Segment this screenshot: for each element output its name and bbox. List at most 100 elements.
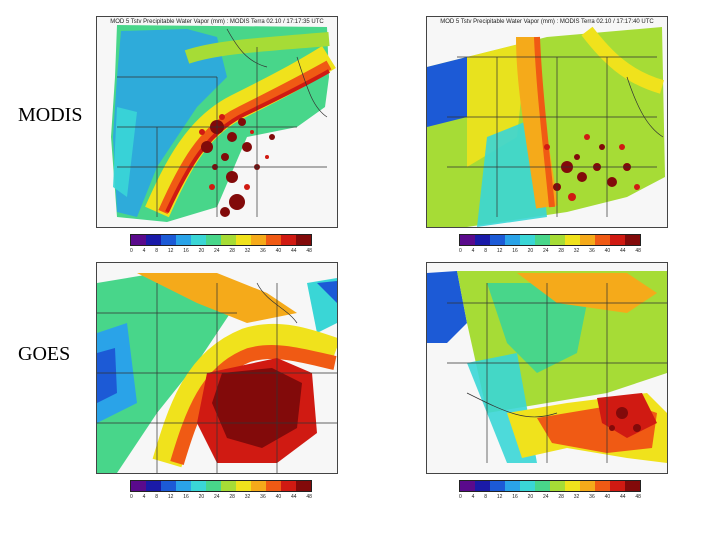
modis-left-map: MOD 5 Tstv Precipitable Water Vapor (mm)… bbox=[96, 16, 338, 228]
colorbar-tick-label: 4 bbox=[471, 248, 475, 254]
goes-left-map bbox=[96, 262, 338, 474]
colorbar-swatches bbox=[130, 234, 312, 246]
colorbar-swatch bbox=[266, 481, 281, 491]
colorbar-tick-label: 16 bbox=[183, 494, 189, 500]
colorbar-tick-label: 8 bbox=[484, 248, 487, 254]
modis-left-title: MOD 5 Tstv Precipitable Water Vapor (mm)… bbox=[110, 19, 324, 25]
colorbar-swatch bbox=[595, 481, 610, 491]
colorbar-tick-label: 8 bbox=[484, 494, 487, 500]
colorbar-swatch bbox=[580, 235, 595, 245]
colorbar-tick-label: 28 bbox=[558, 494, 564, 500]
colorbar-tick-label: 8 bbox=[155, 248, 158, 254]
modis-right-map-graphic bbox=[427, 17, 667, 227]
colorbar-tick-label: 28 bbox=[558, 248, 564, 254]
modis-right-map: MOD 5 Tstv Precipitable Water Vapor (mm)… bbox=[426, 16, 668, 228]
colorbar-tick-label: 4 bbox=[471, 494, 475, 500]
colorbar-swatch bbox=[221, 481, 236, 491]
colorbar-tick-label: 44 bbox=[619, 248, 626, 254]
colorbar-swatch bbox=[595, 235, 610, 245]
modis-right-colorbar: 0 4 8 12 16 20 24 28 32 36 40 44 48 bbox=[459, 234, 641, 254]
goes-right-map-graphic bbox=[427, 263, 667, 473]
colorbar-swatch bbox=[550, 481, 565, 491]
colorbar-tick-label: 0 bbox=[130, 494, 133, 500]
colorbar-tick-label: 32 bbox=[244, 248, 251, 254]
colorbar-tick-label: 32 bbox=[244, 494, 251, 500]
colorbar-swatch bbox=[146, 481, 161, 491]
colorbar-tick-label: 0 bbox=[459, 494, 462, 500]
colorbar-tick-label: 40 bbox=[275, 248, 282, 254]
colorbar-tick-label: 20 bbox=[198, 248, 205, 254]
colorbar-swatch bbox=[206, 481, 221, 491]
colorbar-swatch bbox=[191, 235, 206, 245]
colorbar-swatch bbox=[236, 235, 251, 245]
colorbar-tick-label: 12 bbox=[167, 248, 174, 254]
colorbar-swatch bbox=[131, 235, 146, 245]
colorbar-tick-label: 16 bbox=[512, 494, 518, 500]
colorbar-tick-label: 12 bbox=[496, 494, 503, 500]
colorbar-tick-label: 28 bbox=[229, 248, 235, 254]
colorbar-swatch bbox=[625, 481, 640, 491]
colorbar-swatch bbox=[161, 481, 176, 491]
colorbar-swatch bbox=[520, 235, 535, 245]
colorbar-swatch bbox=[251, 481, 266, 491]
colorbar-tick-label: 12 bbox=[496, 248, 503, 254]
colorbar-swatch bbox=[146, 235, 161, 245]
colorbar-tick-label: 40 bbox=[604, 248, 611, 254]
colorbar-swatch bbox=[296, 481, 311, 491]
colorbar-tick-label: 44 bbox=[290, 248, 297, 254]
colorbar-tick-label: 40 bbox=[604, 494, 611, 500]
colorbar-tick-label: 44 bbox=[290, 494, 297, 500]
colorbar-swatch bbox=[580, 481, 595, 491]
colorbar-tick-label: 48 bbox=[635, 494, 641, 500]
colorbar-tick-label: 36 bbox=[260, 248, 266, 254]
colorbar-swatch bbox=[490, 481, 505, 491]
colorbar-tick-label: 20 bbox=[198, 494, 205, 500]
colorbar-tick-label: 48 bbox=[306, 494, 312, 500]
colorbar-tick-label: 0 bbox=[130, 248, 133, 254]
colorbar-tick-label: 16 bbox=[183, 248, 189, 254]
colorbar-swatches bbox=[459, 234, 641, 246]
colorbar-tick-label: 24 bbox=[214, 248, 220, 254]
colorbar-swatch bbox=[281, 235, 296, 245]
colorbar-swatch bbox=[460, 481, 475, 491]
colorbar-tick-label: 20 bbox=[527, 248, 534, 254]
colorbar-swatch bbox=[550, 235, 565, 245]
colorbar-tick-label: 4 bbox=[142, 248, 146, 254]
colorbar-tick-label: 48 bbox=[306, 248, 312, 254]
modis-left-colorbar: 0 4 8 12 16 20 24 28 32 36 40 44 48 bbox=[130, 234, 312, 254]
goes-left-colorbar: 0 4 8 12 16 20 24 28 32 36 40 44 48 bbox=[130, 480, 312, 500]
colorbar-swatch bbox=[475, 235, 490, 245]
colorbar-tick-label: 24 bbox=[214, 494, 220, 500]
colorbar-ticks: 0 4 8 12 16 20 24 28 32 36 40 44 48 bbox=[459, 248, 641, 254]
colorbar-swatch bbox=[206, 235, 221, 245]
colorbar-swatch bbox=[535, 235, 550, 245]
colorbar-tick-label: 48 bbox=[635, 248, 641, 254]
colorbar-swatch bbox=[610, 235, 625, 245]
goes-left-map-graphic bbox=[97, 263, 337, 473]
colorbar-tick-label: 36 bbox=[589, 494, 595, 500]
modis-right-title: MOD 5 Tstv Precipitable Water Vapor (mm)… bbox=[440, 19, 654, 25]
colorbar-tick-label: 36 bbox=[589, 248, 595, 254]
colorbar-swatch bbox=[131, 481, 146, 491]
colorbar-tick-label: 4 bbox=[142, 494, 146, 500]
colorbar-swatches bbox=[459, 480, 641, 492]
colorbar-swatch bbox=[176, 481, 191, 491]
colorbar-tick-label: 28 bbox=[229, 494, 235, 500]
colorbar-swatch bbox=[625, 235, 640, 245]
goes-row-label: GOES bbox=[18, 343, 71, 365]
modis-left-map-graphic bbox=[97, 17, 337, 227]
colorbar-swatch bbox=[505, 235, 520, 245]
colorbar-tick-label: 16 bbox=[512, 248, 518, 254]
colorbar-tick-label: 44 bbox=[619, 494, 626, 500]
colorbar-tick-label: 24 bbox=[543, 494, 549, 500]
colorbar-swatch bbox=[281, 481, 296, 491]
colorbar-tick-label: 20 bbox=[527, 494, 534, 500]
colorbar-tick-label: 40 bbox=[275, 494, 282, 500]
colorbar-swatch bbox=[191, 481, 206, 491]
colorbar-tick-label: 36 bbox=[260, 494, 266, 500]
colorbar-swatch bbox=[221, 235, 236, 245]
colorbar-swatch bbox=[161, 235, 176, 245]
colorbar-swatches bbox=[130, 480, 312, 492]
colorbar-tick-label: 24 bbox=[543, 248, 549, 254]
colorbar-swatch bbox=[520, 481, 535, 491]
